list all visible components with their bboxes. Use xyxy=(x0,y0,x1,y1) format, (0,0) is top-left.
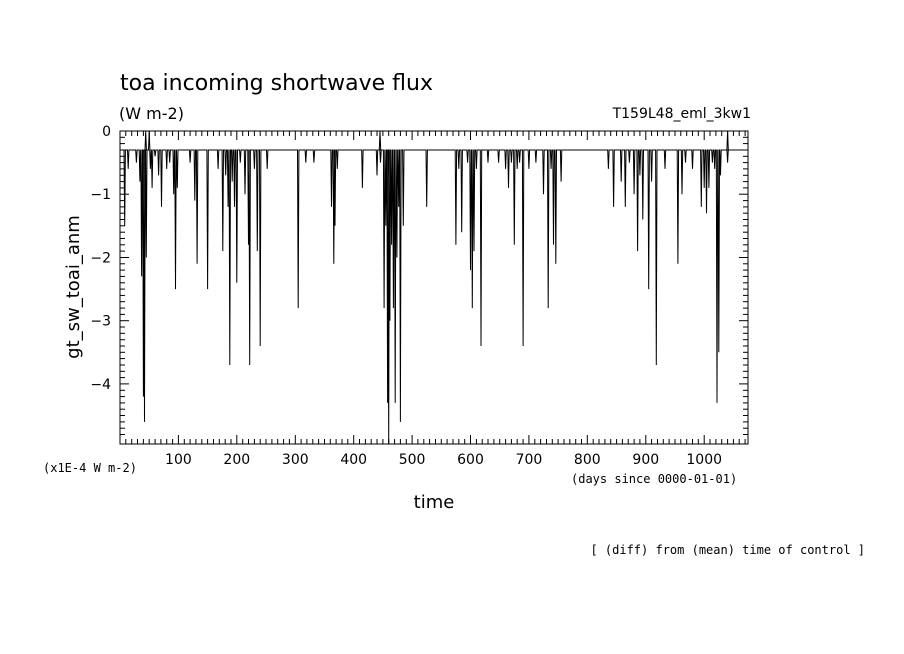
x-tick-label: 500 xyxy=(399,452,426,468)
x-tick-label: 600 xyxy=(457,452,484,468)
y-ticks xyxy=(120,130,748,435)
x-tick-label: 1000 xyxy=(686,452,722,468)
x-tick-label: 800 xyxy=(574,452,601,468)
run-label: T159L48_eml_3kw1 xyxy=(612,106,751,122)
y-tick-label: −4 xyxy=(90,377,111,393)
x-tick-label: 100 xyxy=(165,452,192,468)
y-tick-label: −3 xyxy=(90,314,111,330)
chart-units: (W m-2) xyxy=(119,104,184,123)
x-units-note: (days since 0000-01-01) xyxy=(571,472,737,486)
x-tick-label: 300 xyxy=(282,452,309,468)
x-ticks xyxy=(125,131,746,444)
data-line xyxy=(120,130,748,445)
x-axis-label: time xyxy=(414,492,455,513)
x-tick-label: 700 xyxy=(516,452,543,468)
y-tick-label: 0 xyxy=(102,124,111,140)
y-tick-label: −2 xyxy=(90,251,111,267)
plot-frame xyxy=(119,130,749,445)
x-tick-label: 400 xyxy=(340,452,367,468)
footnote: [ (diff) from (mean) time of control ] xyxy=(590,543,865,557)
y-axis-label: gt_sw_toai_anm xyxy=(63,215,84,359)
y-tick-label: −1 xyxy=(90,187,111,203)
y-scale-note: (x1E-4 W m-2) xyxy=(43,461,137,475)
x-tick-label: 900 xyxy=(632,452,659,468)
x-tick-label: 200 xyxy=(223,452,250,468)
y-tick-labels: 0 −1 −2 −3 −4 xyxy=(90,124,111,393)
x-tick-labels: 100 200 300 400 500 600 700 800 900 1000 xyxy=(165,452,722,468)
chart-title: toa incoming shortwave flux xyxy=(120,71,433,96)
